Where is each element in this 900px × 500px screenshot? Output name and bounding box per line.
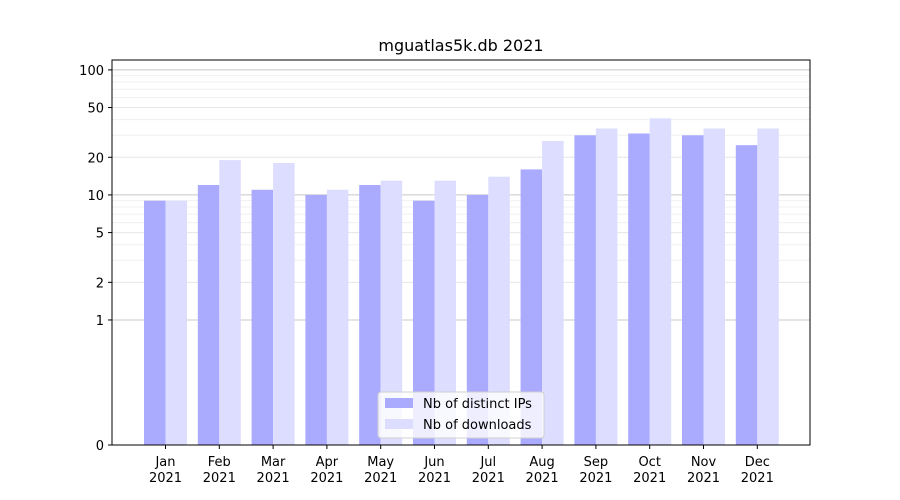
y-axis: 0 1 2 5 10 20 50 100 [79, 64, 112, 454]
bar-downloads [649, 118, 672, 445]
x-tick-label: Dec 2021 [741, 455, 774, 486]
x-tick-label: Mar 2021 [257, 455, 290, 486]
legend-swatch [385, 398, 413, 408]
x-tick-label: May 2021 [364, 455, 397, 486]
bar-downloads [703, 128, 725, 445]
y-tick-label: 5 [96, 227, 104, 242]
chart-title: mguatlas5k.db 2021 [378, 36, 543, 55]
x-tick-label: Sep 2021 [579, 455, 612, 486]
legend-box [377, 391, 545, 439]
bar-downloads [165, 200, 187, 445]
bar-distinct-ips [197, 185, 220, 445]
x-axis: Jan 2021 Feb 2021 Mar 2021 Apr 2021 May 2021 Jun 20… [149, 445, 774, 486]
bar-downloads [434, 180, 456, 445]
bar-distinct-ips [574, 135, 596, 445]
y-tick-label: 20 [87, 151, 104, 166]
bar-distinct-ips [144, 200, 166, 445]
y-tick-label: 50 [87, 102, 104, 117]
bar-distinct-ips [682, 135, 704, 445]
bar-distinct-ips [251, 189, 274, 445]
legend-label: Nb of downloads [423, 418, 532, 433]
bar-downloads [488, 176, 510, 445]
y-tick-label: 1 [96, 314, 104, 329]
bar-distinct-ips [359, 185, 381, 445]
bar-distinct-ips [520, 169, 543, 445]
bar-distinct-ips [466, 194, 489, 445]
bar-downloads [380, 180, 403, 445]
plot-frame [111, 59, 811, 446]
x-tick-label: Feb 2021 [203, 455, 236, 486]
bar-distinct-ips [305, 194, 327, 445]
bar-distinct-ips [735, 145, 758, 445]
legend: Nb of distinct IPs Nb of downloads [377, 391, 545, 439]
x-tick-label: Jul 2021 [472, 455, 505, 486]
bar-downloads [757, 128, 779, 445]
x-tick-label: Nov 2021 [687, 455, 720, 486]
y-tick-label: 2 [96, 276, 104, 291]
x-tick-label: Jan 2021 [149, 455, 182, 486]
bar-downloads [595, 128, 618, 445]
bar-distinct-ips [628, 133, 650, 445]
y-tick-label: 100 [79, 64, 104, 79]
x-tick-label: Oct 2021 [633, 455, 666, 486]
bar-downloads [326, 189, 349, 445]
y-tick-label: 0 [96, 439, 104, 454]
x-tick-label: Aug 2021 [526, 455, 559, 486]
bar-distinct-ips [413, 200, 435, 445]
bar-downloads [542, 140, 564, 445]
legend-swatch [385, 419, 413, 429]
bar-downloads [219, 160, 241, 445]
x-tick-label: Jun 2021 [418, 455, 451, 486]
x-tick-label: Apr 2021 [310, 455, 343, 486]
bar-downloads [273, 163, 295, 445]
bars [144, 118, 779, 445]
legend-label: Nb of distinct IPs [423, 397, 532, 412]
y-tick-label: 10 [87, 189, 104, 204]
